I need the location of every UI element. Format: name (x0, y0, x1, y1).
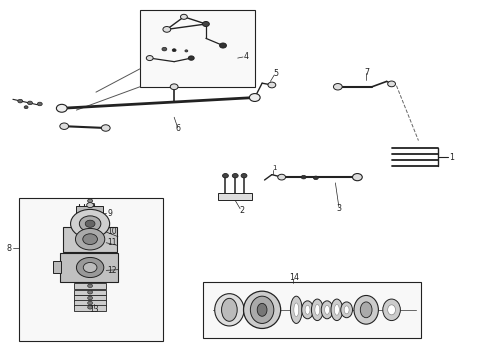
Circle shape (188, 56, 194, 60)
Circle shape (162, 47, 167, 51)
Circle shape (87, 210, 93, 215)
Bar (74, 296, 106, 301)
Bar (76, 206, 103, 214)
Bar (218, 193, 252, 200)
Circle shape (147, 55, 153, 60)
Circle shape (220, 43, 226, 48)
Text: 1: 1 (449, 153, 454, 162)
Circle shape (37, 102, 42, 106)
Ellipse shape (215, 294, 244, 326)
Ellipse shape (383, 299, 400, 320)
Circle shape (241, 174, 247, 178)
Text: 14: 14 (289, 273, 299, 282)
Bar (140, 10, 255, 87)
Ellipse shape (294, 303, 299, 317)
Ellipse shape (257, 303, 267, 316)
Circle shape (101, 125, 110, 131)
Bar (74, 290, 106, 296)
Ellipse shape (302, 301, 314, 319)
Ellipse shape (291, 296, 302, 323)
Circle shape (88, 199, 93, 203)
Circle shape (170, 84, 178, 90)
Ellipse shape (354, 296, 378, 324)
Circle shape (268, 82, 276, 88)
Bar (60, 253, 118, 282)
Circle shape (56, 104, 67, 112)
Ellipse shape (312, 299, 323, 320)
Ellipse shape (305, 305, 310, 314)
Text: 5: 5 (273, 69, 278, 78)
Circle shape (185, 50, 188, 52)
Ellipse shape (321, 301, 333, 319)
Circle shape (278, 174, 286, 180)
Text: 13: 13 (90, 305, 99, 314)
Ellipse shape (388, 305, 395, 315)
Bar (74, 305, 106, 311)
Circle shape (232, 174, 238, 178)
Ellipse shape (360, 302, 372, 318)
Circle shape (85, 220, 95, 227)
Ellipse shape (244, 291, 281, 328)
Ellipse shape (315, 305, 320, 315)
Circle shape (172, 49, 176, 51)
Text: 8: 8 (7, 244, 12, 253)
Circle shape (88, 284, 93, 288)
Text: 1: 1 (272, 165, 276, 171)
Circle shape (314, 176, 318, 180)
Bar (74, 283, 106, 289)
Circle shape (88, 296, 93, 300)
Circle shape (163, 27, 171, 32)
Circle shape (333, 84, 342, 90)
Circle shape (75, 228, 105, 250)
Ellipse shape (344, 306, 349, 314)
Text: 3: 3 (337, 204, 342, 213)
Circle shape (222, 174, 228, 178)
Circle shape (79, 216, 101, 231)
Ellipse shape (325, 305, 330, 314)
Circle shape (76, 257, 104, 278)
Circle shape (388, 81, 395, 87)
Circle shape (87, 203, 94, 208)
Circle shape (301, 175, 306, 179)
Ellipse shape (341, 302, 352, 318)
Circle shape (71, 210, 110, 238)
Ellipse shape (331, 299, 343, 320)
Circle shape (180, 14, 187, 19)
Circle shape (83, 234, 98, 244)
Circle shape (18, 99, 23, 103)
Circle shape (88, 291, 93, 294)
Text: 9: 9 (107, 209, 112, 218)
Ellipse shape (250, 296, 274, 323)
Circle shape (202, 22, 209, 27)
Bar (203, 282, 421, 338)
Text: 12: 12 (107, 266, 117, 275)
Text: 11: 11 (107, 238, 117, 247)
Text: 7: 7 (365, 68, 370, 77)
Circle shape (27, 101, 32, 105)
Circle shape (24, 106, 28, 109)
Text: 4: 4 (244, 53, 249, 62)
Circle shape (83, 262, 97, 273)
Circle shape (60, 123, 69, 130)
Bar (63, 226, 117, 252)
Bar (74, 301, 106, 306)
Ellipse shape (334, 305, 339, 315)
Ellipse shape (221, 298, 237, 321)
Text: 10: 10 (107, 228, 117, 237)
Text: 6: 6 (175, 124, 181, 133)
Bar (19, 198, 163, 341)
Circle shape (352, 174, 362, 181)
Text: 2: 2 (239, 206, 244, 215)
Circle shape (249, 94, 260, 102)
Circle shape (88, 306, 93, 309)
Circle shape (88, 301, 93, 305)
Bar (53, 261, 61, 273)
